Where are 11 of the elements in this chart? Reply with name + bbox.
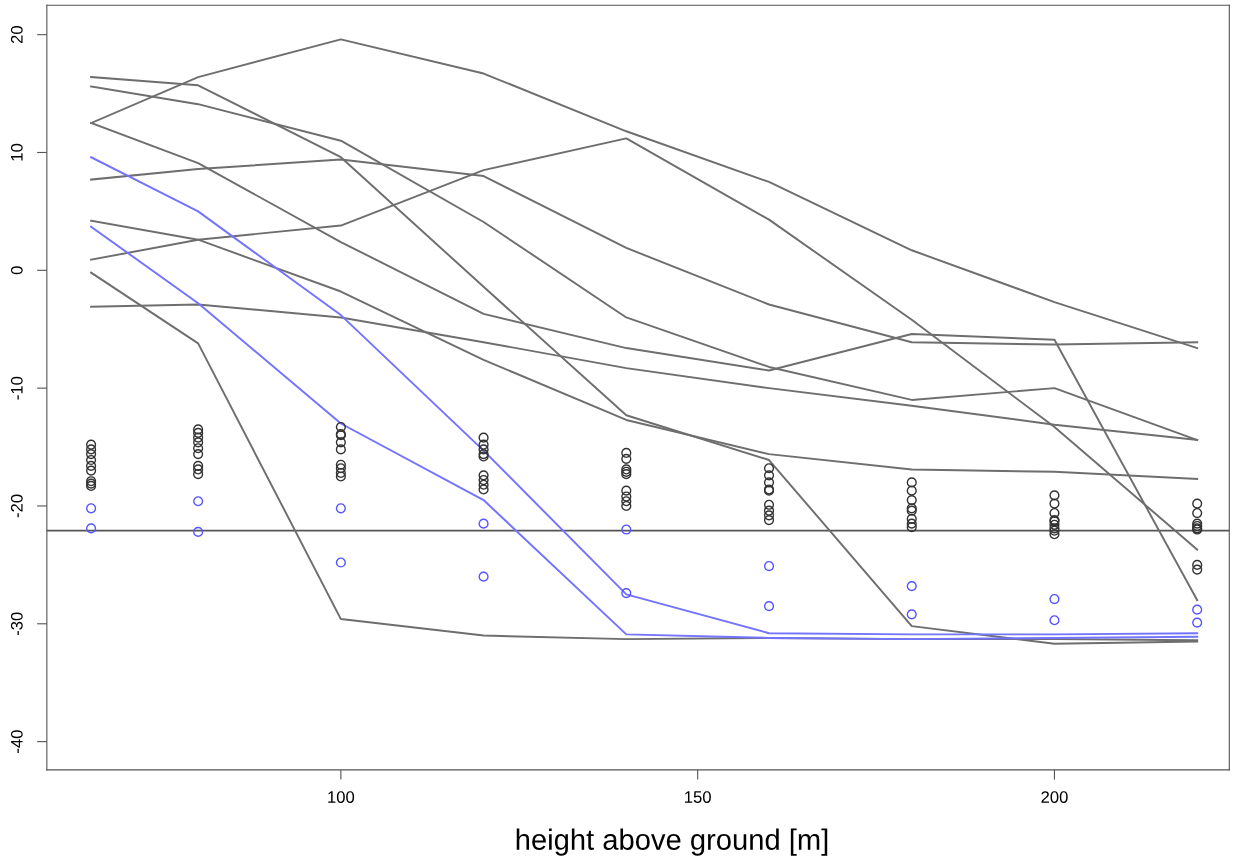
y-tick-label: 10 [10, 143, 23, 161]
y-tick-label: -30 [10, 612, 23, 636]
x-tick-label: 200 [1041, 791, 1068, 803]
x-tick-label: 150 [685, 791, 711, 803]
y-tick-label: -20 [10, 494, 23, 518]
x-tick-label: 100 [328, 791, 355, 803]
x-axis-title: height above ground [m] [516, 828, 828, 856]
y-tick-label: 20 [10, 26, 23, 44]
y-tick-label: 0 [10, 266, 23, 275]
y-tick-label: -10 [10, 376, 23, 400]
y-tick-label: -40 [10, 730, 23, 753]
